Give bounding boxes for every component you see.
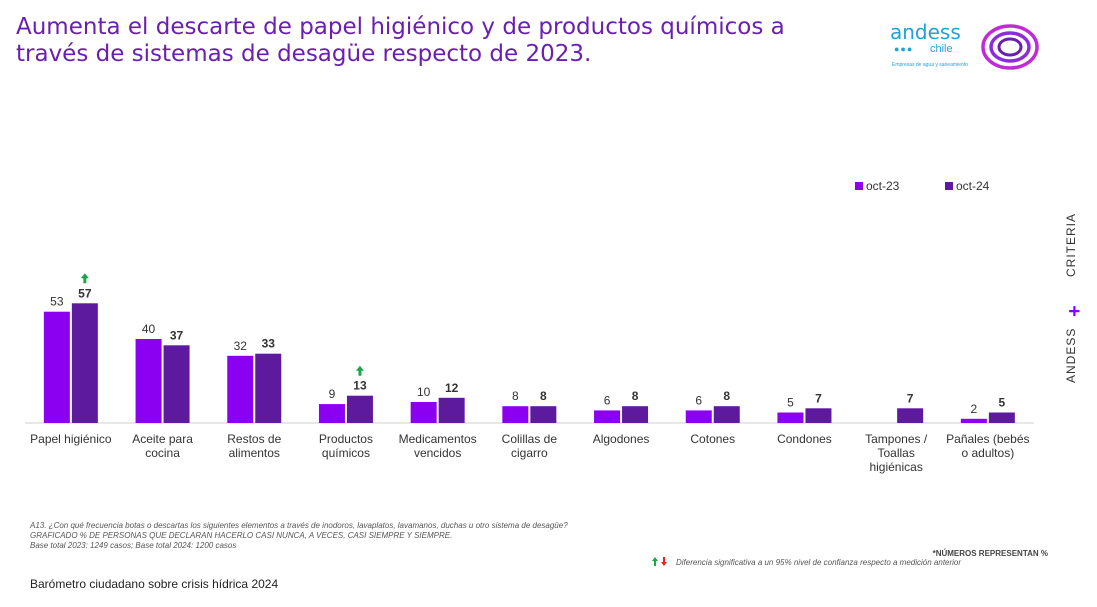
andess-logo: andess ●●● chile Empresas de agua y sane… <box>890 20 968 68</box>
category-label: Pañales (bebés o adultos) <box>946 432 1029 460</box>
bar-oct-23 <box>135 339 162 423</box>
category-label: Cotones <box>690 432 735 446</box>
bar-oct-23 <box>43 311 70 423</box>
data-label-oct-24: 7 <box>907 391 914 405</box>
bar-oct-23 <box>502 406 529 423</box>
data-label-oct-24: 33 <box>262 337 276 351</box>
data-label-oct-23: 6 <box>604 393 611 407</box>
bar-oct-24 <box>622 406 649 423</box>
data-label-oct-24: 13 <box>353 379 367 393</box>
bar-oct-24 <box>71 303 98 423</box>
data-label-oct-23: 8 <box>512 389 519 403</box>
data-label-oct-23: 32 <box>234 339 248 353</box>
legend-item-oct24: oct-24 <box>945 179 989 193</box>
data-label-oct-23: 9 <box>329 387 336 401</box>
bar-oct-24 <box>255 353 282 423</box>
data-label-oct-23: 2 <box>971 402 978 416</box>
bar-oct-24 <box>897 408 924 423</box>
data-label-oct-24: 5 <box>999 396 1006 410</box>
category-label: Colillas de cigarro <box>502 432 558 460</box>
side-brand: ANDESS + CRITERIA <box>1064 212 1086 383</box>
category-label: Medicamentos vencidos <box>399 432 477 460</box>
category-label: Algodones <box>593 432 650 446</box>
data-label-oct-23: 5 <box>787 396 794 410</box>
category-label: Tampones / Toallas higiénicas <box>865 432 928 474</box>
category-label: Papel higiénico <box>30 432 112 446</box>
data-label-oct-24: 8 <box>632 389 639 403</box>
data-label-oct-23: 10 <box>417 385 431 399</box>
bar-oct-23 <box>960 418 987 423</box>
bar-oct-24 <box>163 345 190 423</box>
category-label: Condones <box>777 432 832 446</box>
footer-source: Barómetro ciudadano sobre crisis hídrica… <box>30 577 279 591</box>
bar-oct-23 <box>318 404 345 423</box>
category-label: Aceite para cocina <box>132 432 193 460</box>
data-label-oct-24: 37 <box>170 328 184 342</box>
bar-oct-24 <box>713 406 740 423</box>
legend-swatch-oct24 <box>945 182 953 190</box>
data-label-oct-24: 57 <box>78 286 92 300</box>
footnotes: A13. ¿Con qué frecuencia botas o descart… <box>30 521 568 550</box>
legend-item-oct23: oct-23 <box>855 179 899 193</box>
bar-oct-24 <box>988 412 1015 423</box>
bar-oct-23 <box>227 355 254 423</box>
legend-swatch-oct23 <box>855 182 863 190</box>
bar-oct-24 <box>438 397 465 423</box>
significance-note: Diferencia significativa a un 95% nivel … <box>652 557 1052 567</box>
data-label-oct-23: 6 <box>695 393 702 407</box>
data-label-oct-23: 40 <box>142 322 156 336</box>
data-label-oct-24: 12 <box>445 381 459 395</box>
category-label: Productos químicos <box>319 432 373 460</box>
data-label-oct-23: 53 <box>50 295 64 309</box>
data-label-oct-24: 8 <box>540 389 547 403</box>
numbers-note: *NÚMEROS REPRESENTAN % <box>932 549 1048 558</box>
bar-oct-23 <box>777 412 804 423</box>
bar-oct-24 <box>530 406 557 423</box>
category-label: Restos de alimentos <box>227 432 281 460</box>
data-label-oct-24: 7 <box>815 391 822 405</box>
bar-oct-24 <box>805 408 832 423</box>
bar-oct-23 <box>685 410 712 423</box>
significant-up-arrow-icon <box>80 273 89 284</box>
bar-oct-24 <box>346 395 373 423</box>
significance-arrows-icon <box>652 557 667 566</box>
bar-oct-23 <box>594 410 621 423</box>
significant-up-arrow-icon <box>355 365 364 376</box>
page-title: Aumenta el descarte de papel higiénico y… <box>16 14 785 67</box>
plus-icon: + <box>1064 305 1086 317</box>
water-drops-icon: ●●● <box>894 44 914 54</box>
data-label-oct-24: 8 <box>723 389 730 403</box>
criteria-ring-logo <box>981 24 1039 70</box>
bar-oct-23 <box>410 402 437 423</box>
